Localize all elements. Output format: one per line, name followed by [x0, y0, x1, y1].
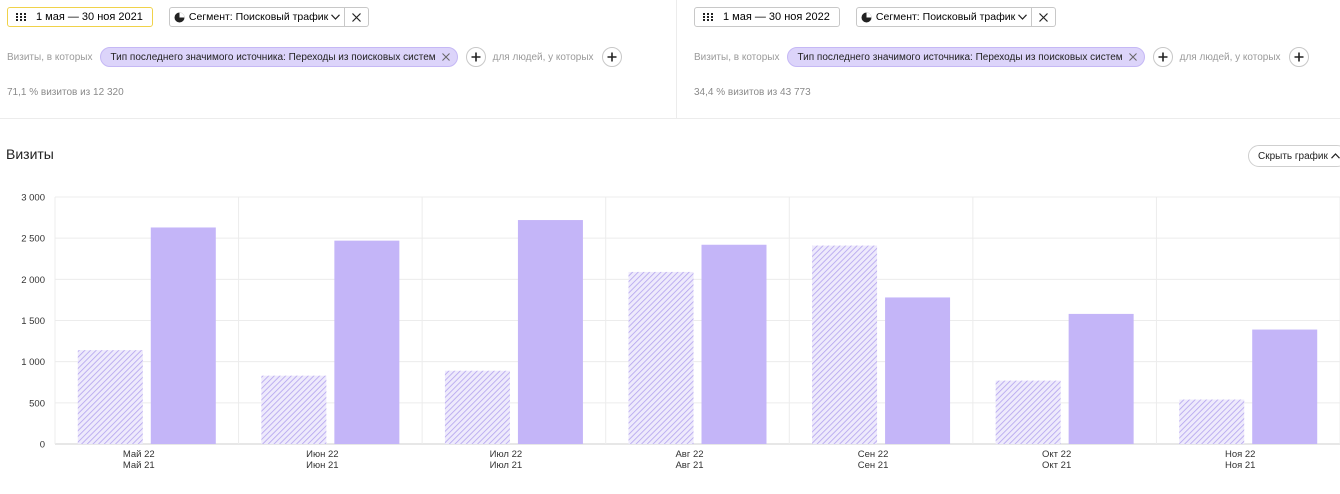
calendar-icon	[703, 13, 713, 21]
close-icon	[352, 12, 362, 22]
plus-icon	[1294, 52, 1304, 62]
bar-solid	[885, 297, 951, 444]
segment-close-button[interactable]	[345, 7, 370, 27]
bar-hatched	[444, 370, 510, 444]
bar-hatched	[77, 350, 143, 444]
segment-share-text: 71,1 % визитов из 12 320	[7, 87, 124, 98]
hide-chart-label: Скрыть график	[1258, 150, 1328, 162]
chevron-down-icon	[1018, 14, 1028, 20]
visits-condition-label: Визиты, в которых	[694, 51, 780, 63]
bar-hatched	[261, 375, 327, 444]
close-icon[interactable]	[441, 53, 450, 61]
bar-hatched	[1179, 399, 1245, 444]
x-tick-label: Ноя 22	[1225, 449, 1256, 460]
people-condition-label: для людей, у которых	[1179, 51, 1281, 63]
add-people-condition-button[interactable]	[1288, 47, 1309, 67]
y-tick-label: 1 500	[21, 316, 45, 327]
bar-solid	[150, 227, 216, 444]
people-condition-label: для людей, у которых	[492, 51, 594, 63]
chart-title: Визиты	[6, 146, 54, 162]
pie-chart-icon	[174, 12, 185, 22]
segment-label: Сегмент: Поисковый трафик	[875, 11, 1016, 23]
add-people-condition-button[interactable]	[601, 47, 622, 67]
bar-solid	[334, 240, 400, 444]
x-tick-label: Окт 22	[1042, 449, 1071, 460]
date-range-label: 1 мая — 30 ноя 2022	[723, 11, 830, 23]
date-range-label: 1 мая — 30 ноя 2021	[36, 11, 143, 23]
bar-hatched	[628, 271, 694, 444]
x-tick-label-secondary: Окт 21	[1042, 460, 1071, 471]
filter-chip[interactable]: Тип последнего значимого источника: Пере…	[100, 47, 458, 67]
bar-solid	[701, 244, 767, 444]
y-tick-label: 0	[40, 440, 45, 451]
y-tick-label: 3 000	[21, 193, 45, 204]
segment-share-text: 34,4 % визитов из 43 773	[694, 87, 811, 98]
right-conditions-row: Визиты, в которых Тип последнего значимо…	[694, 47, 1309, 67]
segment-dropdown[interactable]: Сегмент: Поисковый трафик	[855, 7, 1033, 27]
filter-chip-label: Тип последнего значимого источника: Пере…	[110, 51, 436, 63]
x-tick-label-secondary: Май 21	[123, 460, 155, 471]
x-tick-label-secondary: Авг 21	[675, 460, 703, 471]
y-tick-label: 2 000	[21, 275, 45, 286]
x-tick-label: Авг 22	[675, 449, 703, 460]
y-tick-label: 2 500	[21, 234, 45, 245]
x-tick-label: Июл 22	[490, 449, 523, 460]
plus-icon	[607, 52, 617, 62]
right-filter-panel: 1 мая — 30 ноя 2022 Сегмент: Поисковый т…	[677, 0, 1340, 118]
date-range-button[interactable]: 1 мая — 30 ноя 2022	[694, 7, 840, 27]
y-tick-label: 1 000	[21, 357, 45, 368]
x-tick-label-secondary: Сен 21	[858, 460, 889, 471]
right-controls-row: 1 мая — 30 ноя 2022 Сегмент: Поисковый т…	[694, 7, 1057, 27]
bar-solid	[517, 220, 583, 444]
x-tick-label: Май 22	[123, 449, 155, 460]
left-filter-panel: 1 мая — 30 ноя 2021 Сегмент: Поисковый т…	[0, 0, 677, 118]
filter-chip-label: Тип последнего значимого источника: Пере…	[797, 51, 1123, 63]
segment-label: Сегмент: Поисковый трафик	[188, 11, 329, 23]
bar-hatched	[812, 245, 878, 444]
plus-icon	[471, 52, 481, 62]
bar-solid	[1068, 313, 1134, 444]
segment-close-button[interactable]	[1032, 7, 1057, 27]
calendar-icon	[16, 13, 26, 21]
segment-dropdown[interactable]: Сегмент: Поисковый трафик	[168, 7, 346, 27]
visits-condition-label: Визиты, в которых	[7, 51, 93, 63]
bar-solid	[1252, 329, 1318, 444]
left-conditions-row: Визиты, в которых Тип последнего значимо…	[7, 47, 622, 67]
y-tick-label: 500	[29, 398, 45, 409]
chevron-up-icon	[1330, 153, 1340, 159]
close-icon	[1039, 12, 1049, 22]
hide-chart-button[interactable]: Скрыть график	[1248, 145, 1340, 167]
date-range-button[interactable]: 1 мая — 30 ноя 2021	[7, 7, 153, 27]
x-tick-label-secondary: Июн 21	[306, 460, 338, 471]
plus-icon	[1158, 52, 1168, 62]
x-tick-label: Сен 22	[858, 449, 889, 460]
filters-divider	[0, 118, 1340, 119]
add-visit-condition-button[interactable]	[1152, 47, 1173, 67]
add-visit-condition-button[interactable]	[465, 47, 486, 67]
x-tick-label-secondary: Июл 21	[490, 460, 523, 471]
filter-chip[interactable]: Тип последнего значимого источника: Пере…	[787, 47, 1145, 67]
pie-chart-icon	[861, 12, 872, 22]
x-tick-label: Июн 22	[306, 449, 338, 460]
chevron-down-icon	[331, 14, 341, 20]
bar-hatched	[995, 380, 1061, 444]
close-icon[interactable]	[1128, 53, 1137, 61]
left-controls-row: 1 мая — 30 ноя 2021 Сегмент: Поисковый т…	[7, 7, 370, 27]
x-tick-label-secondary: Ноя 21	[1225, 460, 1256, 471]
